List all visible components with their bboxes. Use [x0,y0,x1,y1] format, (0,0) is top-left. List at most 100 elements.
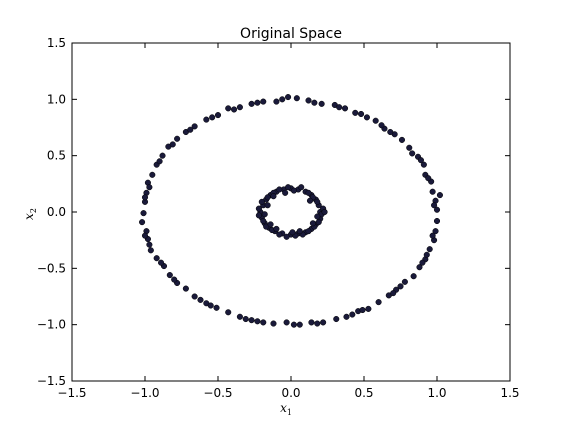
outer-ring-point [436,192,443,199]
outer-ring-point [320,319,327,326]
y-tick-label: −0.5 [37,261,66,275]
outer-ring-point [159,152,166,159]
inner-ring-point [264,202,271,209]
outer-ring-point [429,188,436,195]
outer-ring-point [248,317,255,324]
outer-ring-point [140,210,147,217]
y-axis-label: x2 [22,208,38,220]
outer-ring-point [158,259,165,266]
x-tick-label: −1.5 [57,386,86,400]
outer-ring-point [141,232,149,239]
inner-ring-point [298,184,305,191]
outer-ring-point [420,161,427,168]
outer-ring-point [236,313,243,320]
inner-ring-point [261,211,268,218]
outer-ring-point [372,117,379,124]
plot-area-frame [71,42,511,382]
outer-ring-point [174,135,181,142]
outer-ring-point [149,171,156,178]
outer-ring-point [182,285,189,292]
inner-ring-point [314,198,321,205]
data-points [139,94,443,328]
outer-ring-point [293,95,300,102]
outer-ring-point [432,228,439,235]
outer-ring-point [363,114,370,121]
outer-ring-point [423,251,430,258]
inner-ring-point [285,184,292,191]
x-tick-label: 0.0 [281,386,300,400]
inner-ring-point [296,228,303,235]
inner-ring-point [306,197,314,204]
inner-ring-point [258,198,265,205]
outer-ring-point [283,319,290,326]
outer-ring-point [225,309,232,316]
inner-ring-point [305,189,312,196]
outer-ring-point [318,100,325,107]
outer-ring-point [308,319,315,326]
outer-ring-point [156,158,163,165]
inner-ring-point [290,187,297,194]
outer-ring-point [209,114,216,121]
outer-ring-point [171,276,178,283]
outer-ring-point [214,112,222,119]
outer-ring-point [213,304,220,311]
outer-ring-point [236,104,243,111]
inner-ring-point [289,229,296,236]
y-axis-label-base: x [22,213,36,220]
outer-ring-point [401,278,408,285]
outer-ring-point [349,311,356,318]
y-tick-label: −1.5 [37,374,66,388]
inner-ring-point [309,220,316,227]
outer-ring-point [305,97,312,104]
inner-ring-point [273,225,280,232]
outer-ring-point [242,315,249,323]
outer-ring-point [409,150,416,157]
outer-ring-point [358,110,365,118]
outer-ring-point [285,94,292,101]
inner-ring-point [255,212,262,219]
x-tick-label: 1.0 [427,386,446,400]
outer-ring-point [166,272,173,279]
outer-ring-point [273,98,280,105]
outer-ring-point [378,122,385,129]
y-tick-label: 1.0 [47,92,66,106]
outer-ring-point [417,157,424,164]
inner-ring-point [260,217,267,225]
outer-ring-point [279,96,286,103]
outer-ring-point [260,98,267,105]
outer-ring-point [336,104,343,111]
inner-ring-point [283,233,290,240]
outer-ring-point [359,306,366,314]
inner-ring-point [314,213,321,220]
outer-ring-point [147,247,154,254]
inner-ring-point [315,219,322,226]
x-tick-label: 0.5 [354,386,373,400]
outer-ring-point [146,184,153,191]
outer-ring-point [419,259,426,266]
inner-ring-point [276,231,283,238]
outer-ring-point [248,100,255,107]
outer-ring-point [387,128,394,136]
inner-ring-point [321,208,328,216]
inner-ring-point [305,228,312,235]
x-axis-label: x1 [280,401,292,417]
outer-ring-point [352,109,359,116]
outer-ring-point [225,105,232,112]
outer-ring-point [191,123,198,130]
y-axis-label-subscript: 2 [29,208,38,213]
outer-ring-point [365,305,372,312]
inner-ring-point [276,186,283,193]
tick-labels: −1.5 −1.0 −0.5 0.0 0.5 1.0 1.5 −1.5 −1.0 −0.5 0.0 0… [37,36,520,400]
outer-ring-point [416,264,423,271]
outer-ring-point [254,318,261,325]
x-tick-label: 1.5 [500,386,519,400]
outer-ring-point [314,320,321,327]
outer-ring-point [197,296,204,303]
inner-ring-point [270,193,277,200]
outer-ring-point [231,106,238,113]
chart-title: Original Space [240,26,342,42]
x-axis-label-subscript: 1 [287,408,292,417]
inner-ring-point [282,189,289,196]
